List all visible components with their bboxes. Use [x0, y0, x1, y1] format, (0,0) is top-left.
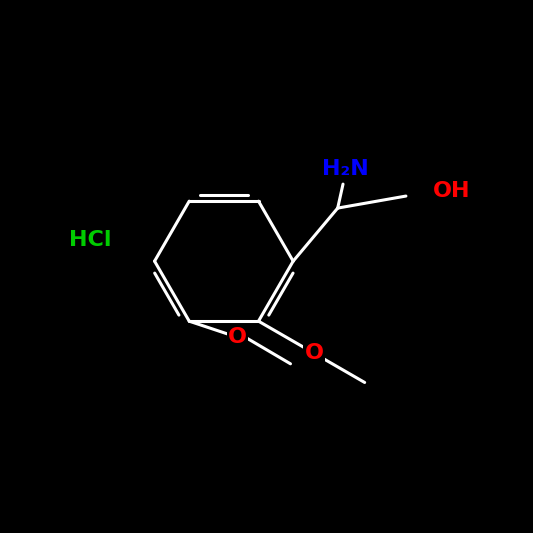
Text: OH: OH: [433, 181, 470, 201]
Text: O: O: [228, 327, 247, 347]
Text: H₂N: H₂N: [322, 159, 369, 179]
Text: O: O: [304, 343, 324, 363]
Text: HCl: HCl: [69, 230, 112, 250]
